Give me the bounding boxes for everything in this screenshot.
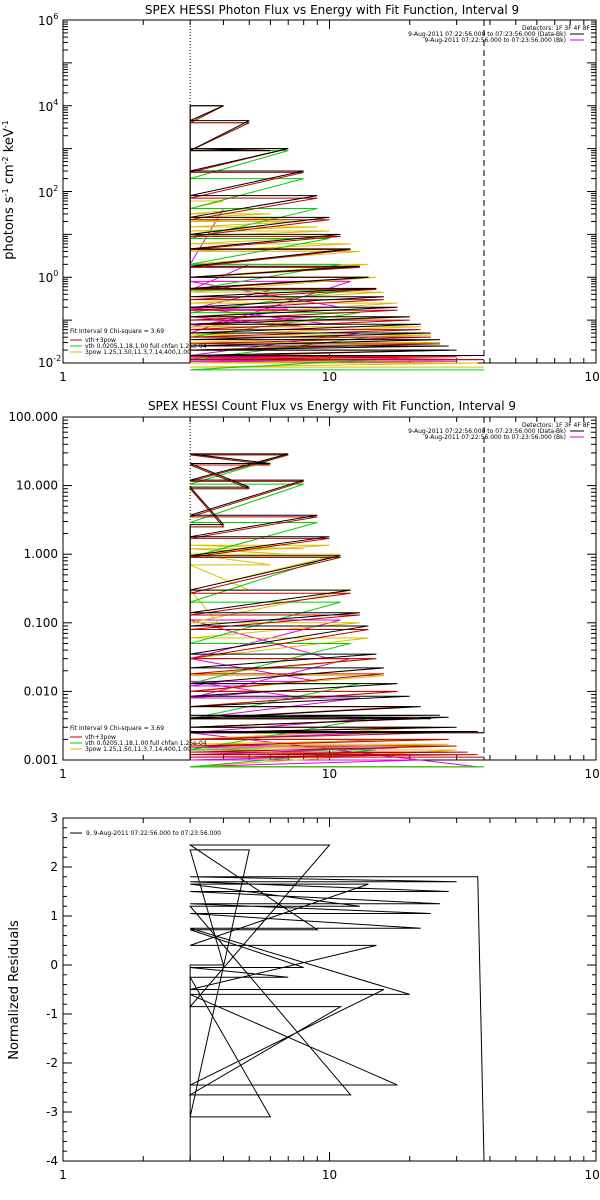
x-tick-label: 10 xyxy=(322,370,337,384)
count-legend-top: Detectors: 1F 3F 4F 8F 9-Aug-2011 07:22:… xyxy=(408,422,590,441)
y-tick-label: 0 xyxy=(50,958,58,972)
count-legend-detectors: Detectors: 1F 3F 4F 8F xyxy=(522,422,591,429)
y-tick-label: 0.001 xyxy=(24,753,58,767)
photon-ytick-label: 10-2 xyxy=(38,354,61,370)
residuals-xtick-labels: 1 10 100 xyxy=(59,1168,600,1182)
photon-chart-title: SPEX HESSI Photon Flux vs Energy with Fi… xyxy=(145,3,519,17)
count-legend-bk: 9-Aug-2011 07:22:56.000 to 07:23:56.000 … xyxy=(424,434,566,441)
count-legend-data-bk: 9-Aug-2011 07:22:56.000 to 07:23:56.000 … xyxy=(408,428,566,435)
photon-ytick-label: 104 xyxy=(38,98,58,114)
residuals-ytick-labels: -4 -3 -2 -1 0 1 2 3 xyxy=(46,811,58,1168)
y-tick-label: 0.100 xyxy=(24,616,58,630)
y-tick-label: -2 xyxy=(46,1056,58,1070)
count-xtick-labels: 1 10 100 xyxy=(59,767,600,781)
photon-marker-lines xyxy=(189,20,485,363)
x-tick-label: 1 xyxy=(59,370,67,384)
y-tick-label: 1 xyxy=(50,909,58,923)
count-legend-vth3pow: vth+3pow xyxy=(85,734,116,741)
count-series xyxy=(189,453,485,768)
photon-legend-bottom: Fit Interval 9 Chi-square = 3.69 vth+3po… xyxy=(70,328,207,356)
y-tick-label: -4 xyxy=(46,1154,58,1168)
count-legend-fit: Fit Interval 9 Chi-square = 3.69 xyxy=(70,725,164,732)
x-tick-label: 1 xyxy=(59,1168,67,1182)
residuals-legend-label: 9. 9-Aug-2011 07:22:56.000 to 07:23:56.0… xyxy=(86,830,221,837)
y-tick-label: 1.000 xyxy=(24,547,58,561)
photon-legend-detectors: Detectors: 1F 3F 4F 8F xyxy=(522,25,591,32)
y-tick-label: 2 xyxy=(50,860,58,874)
y-tick-label: 0.010 xyxy=(24,684,58,698)
series-data-bk xyxy=(189,453,485,760)
x-tick-label: 100 xyxy=(585,1168,600,1182)
x-tick-label: 100 xyxy=(585,370,600,384)
y-tick-label: -3 xyxy=(46,1105,58,1119)
count-chart-title: SPEX HESSI Count Flux vs Energy with Fit… xyxy=(148,399,516,413)
residuals-panel: -4 -3 -2 -1 0 1 2 3 1 10 100 Normalized Residuals… xyxy=(7,811,600,1182)
photon-ytick-labels: 10-2 100 102 104 106 xyxy=(38,12,61,370)
photon-legend-3pow: 3pow 1.25,1.50,11.3,7.14,400,1.00 xyxy=(85,349,191,356)
photon-ytick-label: 106 xyxy=(38,12,58,28)
y-tick-label: 100.000 xyxy=(8,410,58,424)
x-tick-label: 1 xyxy=(59,767,67,781)
count-legend-vth: vth 0.0205,1.18,1.00 full chfan 1.25e-04 xyxy=(85,740,207,747)
residuals-ticks xyxy=(62,817,596,1162)
x-tick-label: 10 xyxy=(322,767,337,781)
photon-flux-panel: SPEX HESSI Photon Flux vs Energy with Fi… xyxy=(1,3,600,384)
photon-ticks xyxy=(62,19,596,364)
photon-legend-top: Detectors: 1F 3F 4F 8F 9-Aug-2011 07:22:… xyxy=(408,25,590,44)
series-vth-3pow xyxy=(189,454,485,760)
photon-y-axis-label: photons s-1 cm-2 keV-1 xyxy=(1,120,17,259)
x-tick-label: 100 xyxy=(585,767,600,781)
y-tick-label: 3 xyxy=(50,811,58,825)
residuals-y-axis-label: Normalized Residuals xyxy=(7,920,22,1060)
photon-ytick-label: 100 xyxy=(38,269,58,285)
count-legend-bottom: Fit Interval 9 Chi-square = 3.69 vth+3po… xyxy=(70,725,207,753)
photon-legend-data-bk: 9-Aug-2011 07:22:56.000 to 07:23:56.000 … xyxy=(408,31,566,38)
photon-plot-frame xyxy=(62,19,597,364)
residuals-series xyxy=(188,844,485,1162)
photon-legend-fit: Fit Interval 9 Chi-square = 3.69 xyxy=(70,328,164,335)
photon-xtick-labels: 1 10 100 xyxy=(59,370,600,384)
photon-series xyxy=(189,105,485,371)
series-data-bk xyxy=(189,105,485,363)
series-residuals xyxy=(188,844,485,1162)
photon-ytick-label: 102 xyxy=(38,184,58,200)
y-tick-label: -1 xyxy=(46,1007,58,1021)
count-flux-panel: SPEX HESSI Count Flux vs Energy with Fit… xyxy=(8,399,600,781)
photon-legend-bk: 9-Aug-2011 07:22:56.000 to 07:23:56.000 … xyxy=(424,37,566,44)
x-tick-label: 10 xyxy=(322,1168,337,1182)
photon-legend-vth3pow: vth+3pow xyxy=(85,337,116,344)
count-ticks xyxy=(62,416,596,761)
count-ytick-labels: 0.001 0.010 0.100 1.000 10.000 100.000 xyxy=(8,410,58,767)
count-legend-3pow: 3pow 1.25,1.50,11.3,7.14,400,1.00 xyxy=(85,746,191,753)
count-plot-frame xyxy=(62,416,597,761)
photon-legend-vth: vth 0.0205,1.18,1.00 full chfan 1.25e-04 xyxy=(85,343,207,350)
y-tick-label: 10.000 xyxy=(16,479,58,493)
